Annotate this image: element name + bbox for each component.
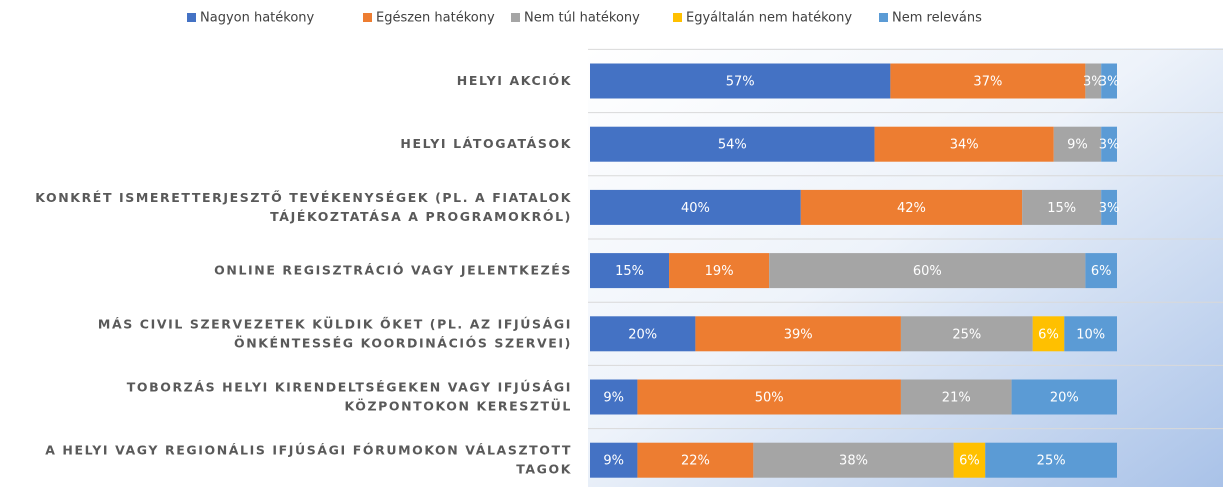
category-line: ONLINE REGISZTRÁCIÓ VAGY JELENTKEZÉS [214,262,572,277]
bar-segment [637,379,901,415]
data-label: 40% [681,201,710,216]
bar-segment [590,442,638,478]
data-label: 60% [913,264,942,279]
data-label: 34% [950,138,979,153]
data-label: 22% [681,454,710,469]
category-label: MÁS CIVIL SZERVEZETEK KÜLDIK ŐKET (PL. A… [98,316,572,350]
category-line: ÖNKÉNTESSÉG KOORDINÁCIÓS SZERVEI) [234,335,572,350]
category-line: MÁS CIVIL SZERVEZETEK KÜLDIK ŐKET (PL. A… [98,316,572,331]
bar-segment [1101,63,1117,99]
bar-segment [890,63,1086,99]
category-label: HELYI AKCIÓK [457,73,572,88]
data-label: 37% [973,75,1002,90]
bar-segment [985,442,1117,478]
data-label: 3% [1083,75,1104,90]
data-label: 9% [603,391,624,406]
data-label: 6% [1091,264,1112,279]
data-label: 38% [839,454,868,469]
bar-segment [1101,189,1117,225]
legend-label: Egészen hatékony [376,11,495,26]
bar-segment [1022,189,1102,225]
data-label: 3% [1099,138,1120,153]
data-label: 3% [1099,201,1120,216]
data-label: 10% [1076,327,1105,342]
bar-segment [1053,126,1102,162]
bar-segment [590,316,696,352]
legend-label: Nem túl hatékony [524,11,640,26]
bar-segment [900,379,1012,415]
category-line: HELYI LÁTOGATÁSOK [400,136,572,151]
bar-segment [900,316,1033,352]
data-label: 19% [705,264,734,279]
data-label: 15% [615,264,644,279]
category-line: TOBORZÁS HELYI KIRENDELTSÉGEKEN VAGY IFJ… [127,379,572,394]
data-label: 3% [1099,75,1120,90]
data-label: 9% [603,454,624,469]
bar-segment [1064,316,1117,352]
legend-swatch [879,13,888,22]
category-line: KONKRÉT ISMERETTERJESZTŐ TEVÉKENYSÉGEK (… [35,189,572,204]
bar-segment [590,253,670,289]
data-label: 42% [897,201,926,216]
data-label: 21% [942,391,971,406]
bar-segment [590,63,891,99]
bar-segment [1085,63,1102,99]
bar-segment [590,126,875,162]
bar-segment [800,189,1023,225]
bar-segment [669,253,770,289]
bar-segment [1011,379,1117,415]
bar-segment [590,379,638,415]
data-label: 25% [952,327,981,342]
bar-segment [1085,253,1117,289]
data-label: 20% [1050,391,1079,406]
bar-segment [769,253,1086,289]
category-line: KÖZPONTOKON KERESZTÜL [345,398,572,413]
legend-swatch [673,13,682,22]
data-label: 20% [628,327,657,342]
legend-label: Nagyon hatékony [200,11,315,26]
legend-swatch [363,13,372,22]
data-label: 54% [718,138,747,153]
legend-swatch [187,13,196,22]
bar-segment [637,442,754,478]
category-label: HELYI LÁTOGATÁSOK [400,136,572,151]
data-label: 50% [755,391,784,406]
bar-segment [874,126,1054,162]
bar-segment [695,316,901,352]
category-line: HELYI AKCIÓK [457,73,572,88]
category-label: TOBORZÁS HELYI KIRENDELTSÉGEKEN VAGY IFJ… [127,379,572,413]
category-line: TAGOK [516,461,572,476]
legend-label: Egyáltalán nem hatékony [686,11,852,26]
bar-segment [590,189,801,225]
legend-swatch [511,13,520,22]
data-label: 25% [1037,454,1066,469]
data-label: 6% [959,454,980,469]
category-label: ONLINE REGISZTRÁCIÓ VAGY JELENTKEZÉS [214,262,572,277]
category-label: A HELYI VAGY REGIONÁLIS IFJÚSÁGI FÓRUMOK… [45,442,572,476]
bar-segment [753,442,954,478]
bar-segment [1101,126,1117,162]
bar-segment [1032,316,1065,352]
data-label: 57% [726,75,755,90]
data-label: 6% [1038,327,1059,342]
data-label: 9% [1067,138,1088,153]
data-label: 15% [1047,201,1076,216]
legend-label: Nem releváns [892,11,982,26]
bar-segment [953,442,986,478]
category-line: TÁJÉKOZTATÁSA A PROGRAMOKRÓL) [270,208,572,223]
category-line: A HELYI VAGY REGIONÁLIS IFJÚSÁGI FÓRUMOK… [45,442,572,457]
data-label: 39% [784,327,813,342]
category-label: KONKRÉT ISMERETTERJESZTŐ TEVÉKENYSÉGEK (… [35,189,572,223]
